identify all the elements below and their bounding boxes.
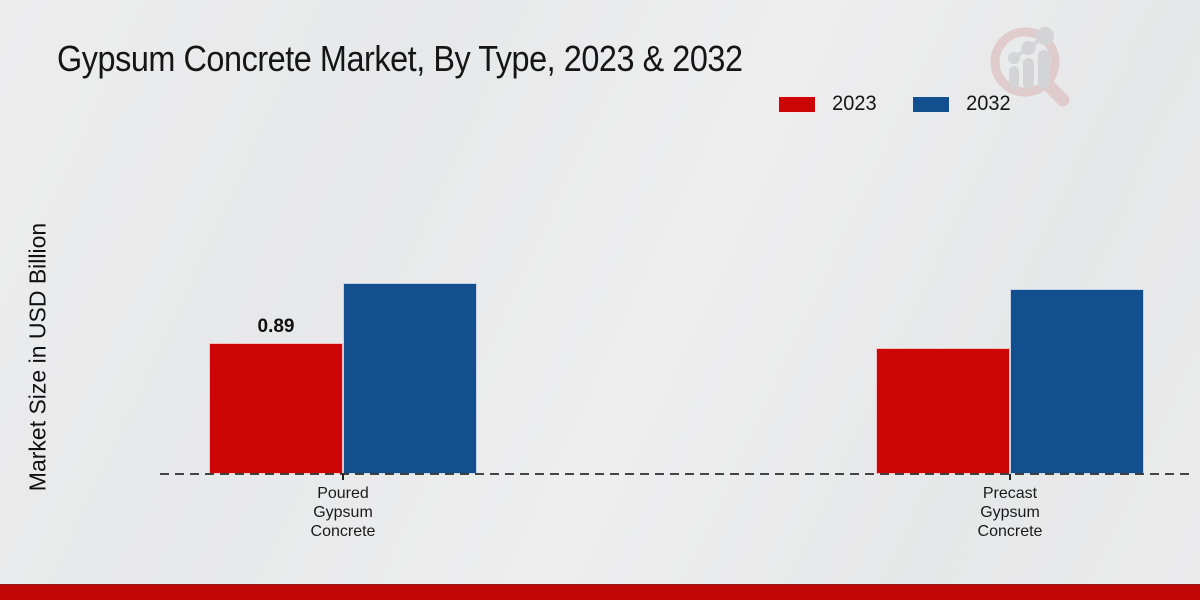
logo-bar-large: [1038, 50, 1050, 89]
logo-bar-small: [1009, 66, 1019, 89]
x-axis-baseline: [160, 473, 1190, 475]
x-axis-label-poured: Poured Gypsum Concrete: [310, 485, 376, 540]
bar-2023-precast: [876, 348, 1010, 474]
logo-handle: [1041, 78, 1070, 107]
bar-2032-precast: [1010, 289, 1144, 474]
legend-item-2032: 2032: [911, 92, 1012, 116]
x-axis-tick-poured: [342, 474, 344, 480]
legend-label-2023: 2023: [832, 92, 877, 115]
logo-dot-2: [1021, 41, 1036, 55]
bar-2023-poured: [209, 343, 343, 474]
legend-item-2023: 2023: [778, 92, 878, 116]
logo-bar-medium: [1023, 58, 1034, 89]
logo-dot-3: [1036, 27, 1054, 45]
x-axis-label-precast: Precast Gypsum Concrete: [977, 485, 1043, 540]
magnifier-growth-chart-logo-icon: [990, 27, 1070, 107]
page-title: Gypsum Concrete Market, By Type, 2023 & …: [57, 38, 743, 79]
bar-2032-poured: [343, 283, 477, 474]
legend-label-2032: 2032: [965, 92, 1011, 115]
bottom-brand-bar: [0, 584, 1200, 600]
legend-swatch-2023: [778, 95, 816, 113]
logo-dot-1: [1008, 52, 1020, 64]
logo-ring: [990, 27, 1060, 97]
bar-value-label: 0.89: [257, 316, 295, 337]
x-axis-tick-precast: [1009, 474, 1011, 480]
legend: 2023 2032: [778, 92, 1011, 116]
legend-swatch-2032: [911, 95, 950, 113]
